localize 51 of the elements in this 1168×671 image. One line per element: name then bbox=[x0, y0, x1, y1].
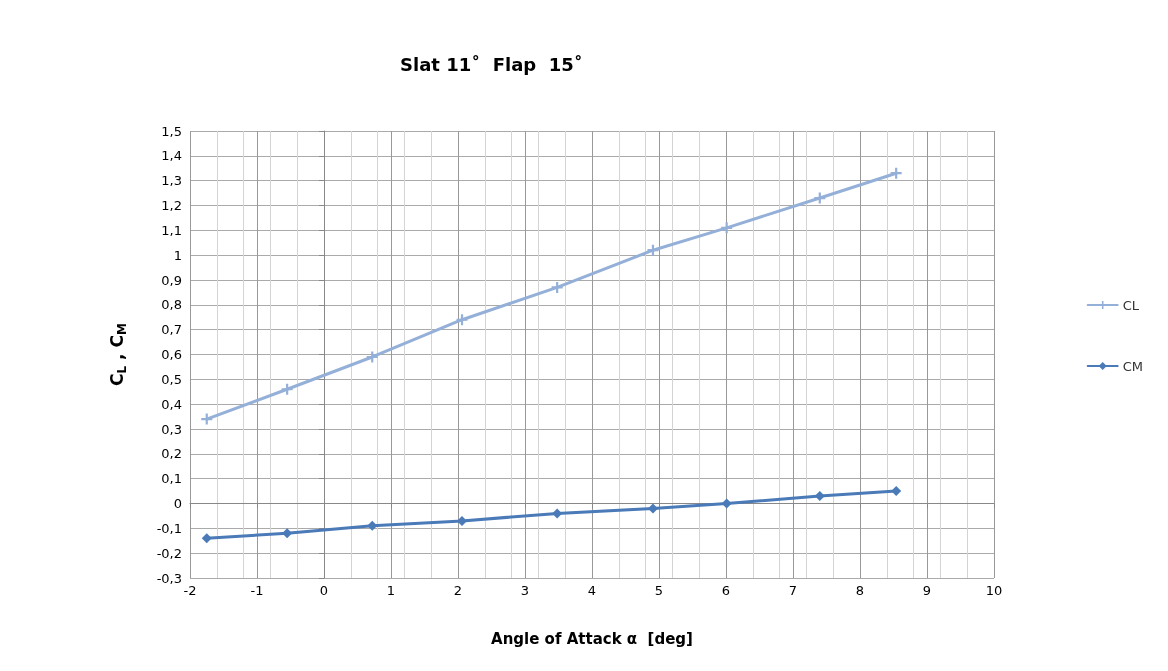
y-tick-label: -0,3 bbox=[156, 570, 182, 586]
x-tick-label: 6 bbox=[721, 583, 731, 598]
point bbox=[552, 508, 563, 519]
x-tick-label: 9 bbox=[922, 583, 932, 598]
y-tick-label: 1,4 bbox=[161, 148, 182, 164]
y-tick-label: -0,1 bbox=[156, 520, 182, 536]
y-tick-label: 0,7 bbox=[161, 322, 182, 338]
x-tick-label: -2 bbox=[183, 583, 197, 598]
y-tick-label: 0,9 bbox=[161, 272, 182, 288]
x-tick-label: -1 bbox=[250, 583, 264, 598]
x-axis-title: Angle of Attack α [deg] bbox=[491, 629, 693, 648]
y-tick-label: 1,2 bbox=[161, 198, 182, 213]
y-tick-label: 0,4 bbox=[161, 396, 182, 412]
point bbox=[551, 281, 563, 293]
point bbox=[201, 533, 212, 544]
x-tick-label: 0 bbox=[319, 583, 329, 598]
x-tick-label: 10 bbox=[985, 583, 1003, 598]
y-tick-label: 0,6 bbox=[161, 347, 182, 362]
y-tick-label: 0,1 bbox=[161, 471, 182, 487]
point bbox=[456, 314, 468, 326]
x-tick-label: 7 bbox=[788, 583, 798, 598]
point bbox=[201, 413, 213, 425]
y-tick-label: 1 bbox=[173, 247, 182, 263]
point bbox=[891, 486, 902, 497]
x-tick-label: 5 bbox=[654, 583, 664, 598]
y-tick-label: -0,2 bbox=[156, 545, 182, 561]
x-tick-label: 1 bbox=[386, 583, 396, 598]
y-tick-label: 0,3 bbox=[161, 421, 182, 437]
chart-title: Slat 11˚ Flap 15˚ bbox=[400, 53, 583, 75]
point bbox=[282, 528, 293, 539]
point bbox=[281, 383, 293, 395]
y-axis-title: CL , CM bbox=[107, 323, 129, 386]
legend-label: CL bbox=[1122, 297, 1140, 313]
y-tick-label: 1,5 bbox=[161, 123, 182, 139]
point bbox=[366, 351, 378, 363]
x-tick-label: 4 bbox=[587, 583, 597, 598]
y-tick-label: 0 bbox=[173, 496, 182, 511]
x-tick-label: 3 bbox=[520, 583, 530, 598]
point bbox=[721, 498, 732, 509]
legend-label: CM bbox=[1122, 358, 1143, 374]
y-tick-label: 0,2 bbox=[161, 446, 182, 462]
x-tick-label: 2 bbox=[453, 583, 463, 598]
y-tick-label: 1,3 bbox=[161, 173, 182, 189]
point bbox=[890, 167, 902, 179]
point bbox=[647, 244, 659, 256]
y-tick-label: 1,1 bbox=[161, 222, 182, 238]
x-tick-label: 8 bbox=[855, 583, 865, 598]
point bbox=[814, 192, 826, 204]
point bbox=[721, 222, 733, 234]
y-tick-label: 0,8 bbox=[161, 297, 182, 313]
y-tick-label: 0,5 bbox=[161, 371, 182, 387]
